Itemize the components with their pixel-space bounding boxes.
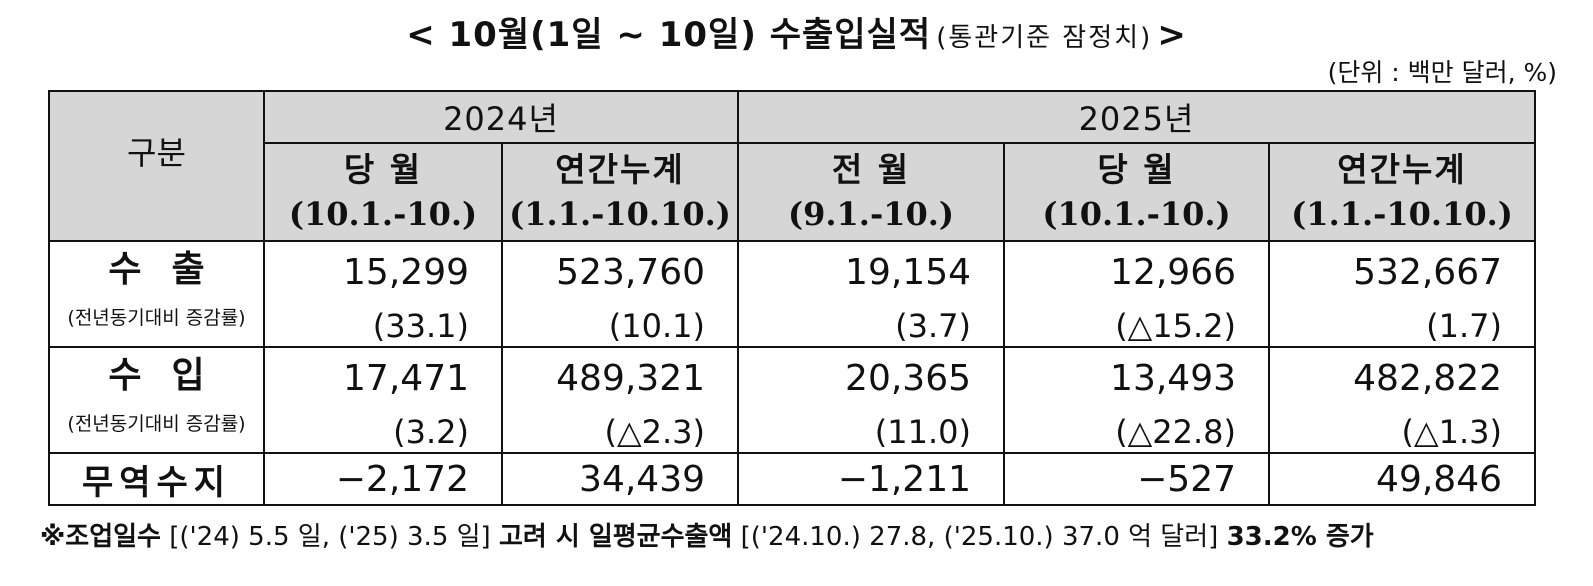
export-value: 523,760 <box>556 252 706 293</box>
export-label: 수출 <box>108 249 235 290</box>
year-2025-header: 2025년 <box>737 90 1537 144</box>
export-value: 12,966 <box>1110 252 1237 293</box>
year-header-row: 구분 2024년 2025년 <box>48 90 1537 242</box>
period-name: 연간누계 <box>555 150 685 189</box>
period-name: 전 월 <box>831 150 911 189</box>
export-cell: 15,299 (33.1) <box>263 240 503 348</box>
export-pct: (33.1) <box>372 307 469 345</box>
footnote-days-values: [('24) 5.5 일, ('25) 3.5 일] <box>160 522 499 552</box>
period-header: 당 월 (10.1.-10.) <box>1003 142 1271 242</box>
export-cell: 532,667 (1.7) <box>1268 240 1537 348</box>
period-range: (10.1.-10.) <box>288 195 478 233</box>
footnote-increase: 33.2% 증가 <box>1226 522 1374 552</box>
import-cell: 20,365 (11.0) <box>737 346 1006 454</box>
report-title: < 10월(1일 ~ 10일) 수출입실적 (통관기준 잠정치) > <box>0 10 1593 60</box>
footnote: ※조업일수 [('24) 5.5 일, ('25) 3.5 일] 고려 시 일평… <box>40 514 1374 560</box>
balance-value: −2,172 <box>263 452 503 506</box>
unit-note: (단위 : 백만 달러, %) <box>1327 58 1557 87</box>
export-cell: 19,154 (3.7) <box>737 240 1006 348</box>
period-name: 연간누계 <box>1337 150 1467 189</box>
export-value: 532,667 <box>1353 252 1503 293</box>
footnote-daily-avg-label: 고려 시 일평균수출액 <box>498 522 733 552</box>
import-pct: (11.0) <box>874 413 972 451</box>
period-header-row: 당 월 (10.1.-10.) 연간누계 (1.1.-10.10.) 전 월 (… <box>49 142 1537 242</box>
import-value: 20,365 <box>845 358 972 399</box>
import-pct: (3.2) <box>393 413 469 451</box>
import-label-cell: 수입 (전년동기대비 증감률) <box>48 346 265 454</box>
export-pct: (△15.2) <box>1115 307 1237 345</box>
export-pct: (1.7) <box>1426 307 1503 345</box>
gubun-header: 구분 <box>48 90 265 242</box>
import-value: 489,321 <box>556 358 706 399</box>
export-cell: 523,760 (10.1) <box>500 240 740 348</box>
balance-row: 무역수지 −2,172 34,439 −1,211 −527 49,846 <box>48 452 1537 506</box>
title-close: > <box>1157 15 1187 55</box>
period-range: (1.1.-10.10.) <box>1291 195 1513 233</box>
period-header: 연간누계 (1.1.-10.10.) <box>1268 142 1537 242</box>
period-header: 당 월 (10.1.-10.) <box>263 142 503 242</box>
export-cell: 12,966 (△15.2) <box>1003 240 1271 348</box>
period-range: (9.1.-10.) <box>787 195 955 233</box>
period-header: 전 월 (9.1.-10.) <box>737 142 1006 242</box>
balance-value: −1,211 <box>737 452 1006 506</box>
export-value: 19,154 <box>845 252 972 293</box>
import-cell: 17,471 (3.2) <box>263 346 503 454</box>
import-value: 482,822 <box>1353 358 1503 399</box>
export-value: 15,299 <box>343 252 469 293</box>
period-name: 당 월 <box>343 150 423 189</box>
balance-value: 34,439 <box>500 452 740 506</box>
import-cell: 13,493 (△22.8) <box>1003 346 1271 454</box>
footnote-daily-avg-values: [('24.10.) 27.8, ('25.10.) 37.0 억 달러] <box>732 522 1227 552</box>
import-sublabel: (전년동기대비 증감률) <box>67 413 246 435</box>
title-main: < 10월(1일 ~ 10일) 수출입실적 <box>406 15 932 55</box>
balance-label: 무역수지 <box>48 452 265 506</box>
export-label-cell: 수출 (전년동기대비 증감률) <box>48 240 265 348</box>
export-sublabel: (전년동기대비 증감률) <box>67 307 246 329</box>
balance-value: 49,846 <box>1268 452 1537 506</box>
period-range: (1.1.-10.10.) <box>509 195 731 233</box>
import-row: 수입 (전년동기대비 증감률) 17,471 (3.2) 489,321 (△2… <box>48 346 1537 454</box>
import-value: 17,471 <box>343 358 469 399</box>
import-pct: (△1.3) <box>1401 413 1503 451</box>
period-header: 연간누계 (1.1.-10.10.) <box>500 142 740 242</box>
year-2024-header: 2024년 <box>262 90 740 144</box>
import-pct: (△2.3) <box>604 413 706 451</box>
period-range: (10.1.-10.) <box>1042 195 1231 233</box>
export-pct: (3.7) <box>895 307 972 345</box>
import-cell: 489,321 (△2.3) <box>500 346 740 454</box>
import-pct: (△22.8) <box>1115 413 1237 451</box>
title-sub: (통관기준 잠정치) <box>936 23 1153 53</box>
export-row: 수출 (전년동기대비 증감률) 15,299 (33.1) 523,760 (1… <box>48 240 1537 348</box>
gubun-label: 구분 <box>127 134 186 172</box>
period-name: 당 월 <box>1097 150 1176 189</box>
import-value: 13,493 <box>1110 358 1237 399</box>
import-cell: 482,822 (△1.3) <box>1268 346 1537 454</box>
footnote-working-days: ※조업일수 <box>40 522 161 552</box>
trade-table: 구분 2024년 2025년 당 월 (10.1.-10.) 연간누계 (1.1… <box>48 90 1537 506</box>
export-pct: (10.1) <box>608 307 706 345</box>
import-label: 수입 <box>108 355 235 396</box>
balance-value: −527 <box>1003 452 1271 506</box>
